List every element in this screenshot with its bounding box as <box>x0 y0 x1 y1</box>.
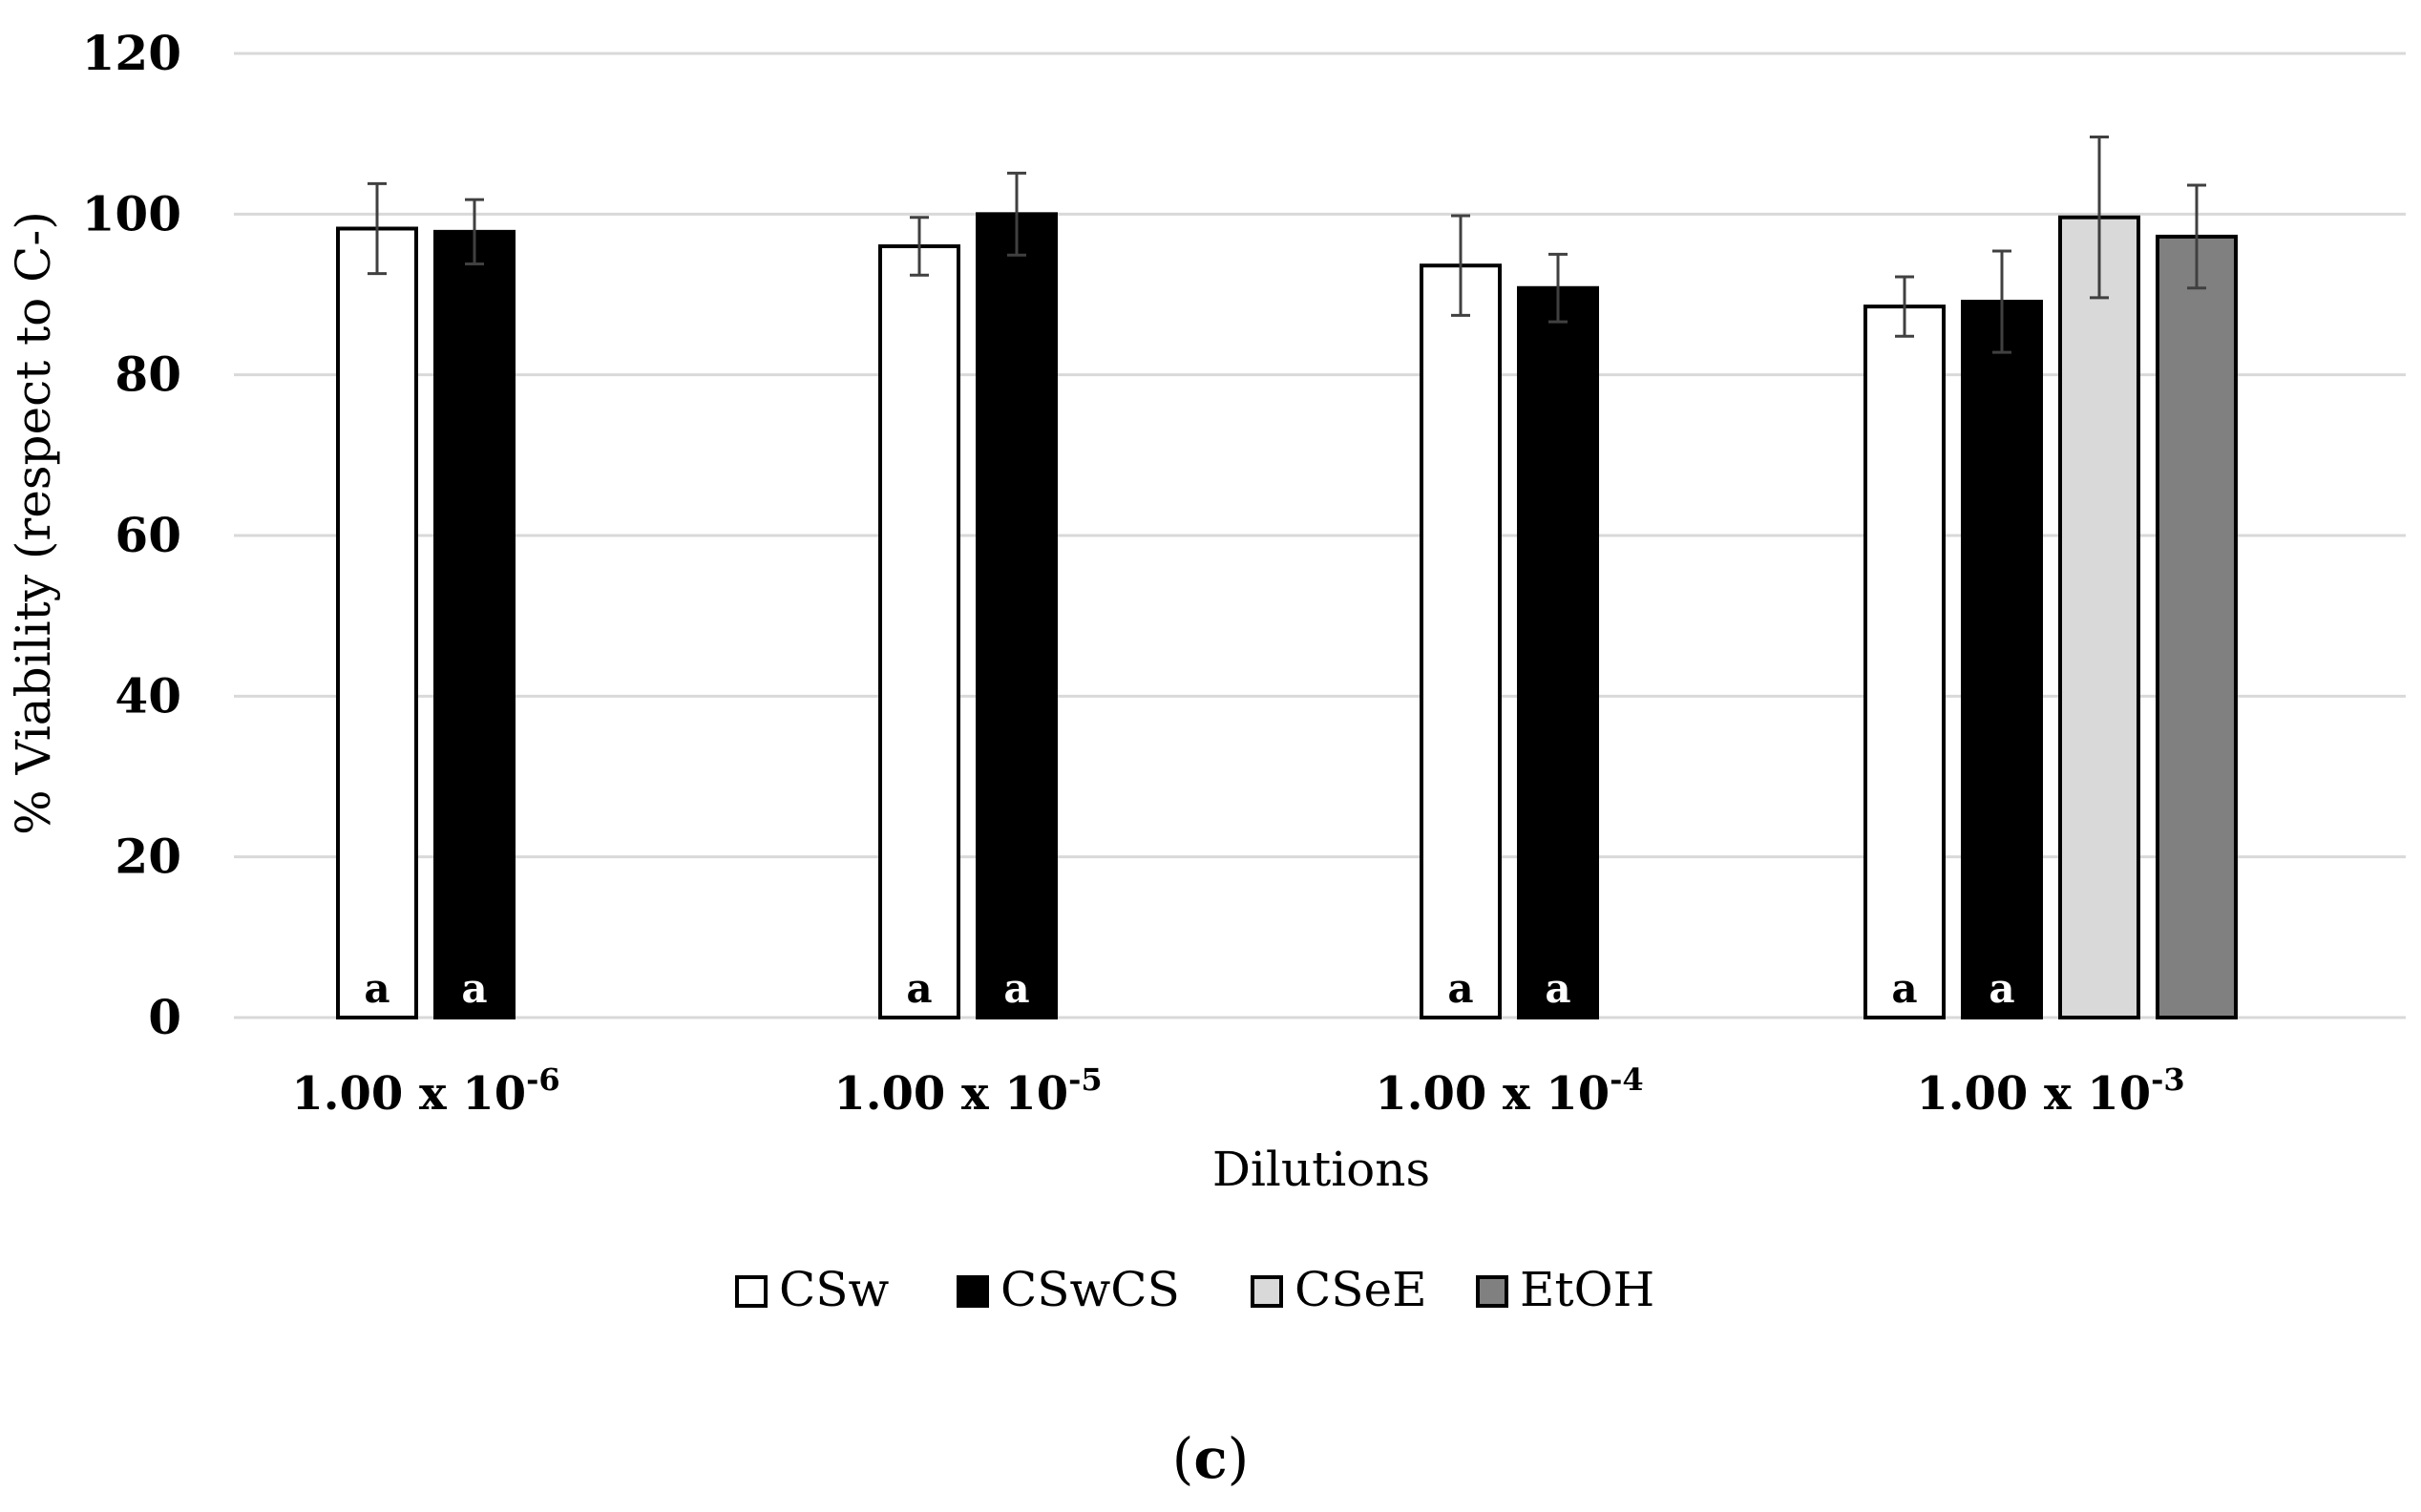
panel-label: (c) <box>1172 1426 1250 1491</box>
significance-label: a <box>461 965 487 1012</box>
y-tick-label: 120 <box>82 25 181 81</box>
bar-csw-4 <box>1863 304 1946 1019</box>
legend-label-cswcs: CSwCS <box>1000 1262 1180 1317</box>
legend-label-etoh: EtOH <box>1520 1262 1654 1317</box>
significance-label: a <box>1545 965 1570 1012</box>
bar-csee-4 <box>2058 215 2140 1019</box>
significance-label: a <box>906 965 932 1012</box>
y-axis-title: % Viability (respect to C-) <box>6 211 61 835</box>
bar-csw-2 <box>878 244 960 1019</box>
significance-label: a <box>1989 965 2014 1012</box>
x-axis-ticks: 1.00 x 10-6 1.00 x 10-5 1.00 x 10-4 1.00 x … <box>291 1061 2184 1121</box>
bar-cswcs-3 <box>1517 285 1599 1019</box>
y-tick-label: 60 <box>115 507 181 563</box>
bar-etoh-4 <box>2156 234 2238 1019</box>
y-tick-label: 80 <box>115 346 181 403</box>
bar-cswcs-1 <box>433 229 516 1020</box>
x-tick-label: 1.00 x 10-6 <box>291 1061 559 1121</box>
x-tick-label: 1.00 x 10-4 <box>1375 1061 1643 1121</box>
bar-cswcs-4 <box>1961 300 2043 1019</box>
legend-swatch-etoh <box>1476 1275 1508 1308</box>
legend: CSw CSwCS CSeE EtOH <box>735 1262 1654 1317</box>
significance-label: a <box>1003 965 1029 1012</box>
significance-label: a <box>364 965 389 1012</box>
significance-label: a <box>1447 965 1473 1012</box>
bar-csw-1 <box>336 226 418 1019</box>
panel-label-letter: c <box>1193 1426 1227 1491</box>
y-tick-label: 0 <box>148 989 181 1045</box>
legend-swatch-csw <box>735 1275 768 1308</box>
bar-csw-3 <box>1420 263 1502 1019</box>
legend-label-csw: CSw <box>779 1262 890 1317</box>
x-axis-title: Dilutions <box>1212 1142 1430 1197</box>
y-tick-label: 40 <box>115 667 181 724</box>
y-tick-label: 100 <box>82 185 181 242</box>
legend-label-csee: CSeE <box>1295 1262 1427 1317</box>
significance-label: a <box>1891 965 1917 1012</box>
grid <box>234 52 2406 1019</box>
x-tick-label: 1.00 x 10-5 <box>833 1061 1102 1121</box>
y-tick-label: 20 <box>115 829 181 885</box>
legend-swatch-csee <box>1251 1275 1283 1308</box>
legend-swatch-cswcs <box>957 1275 989 1308</box>
x-tick-label: 1.00 x 10-3 <box>1916 1061 2184 1121</box>
y-axis-ticks: 0 20 40 60 80 100 120 <box>82 25 181 1045</box>
bar-cswcs-2 <box>976 212 1058 1020</box>
